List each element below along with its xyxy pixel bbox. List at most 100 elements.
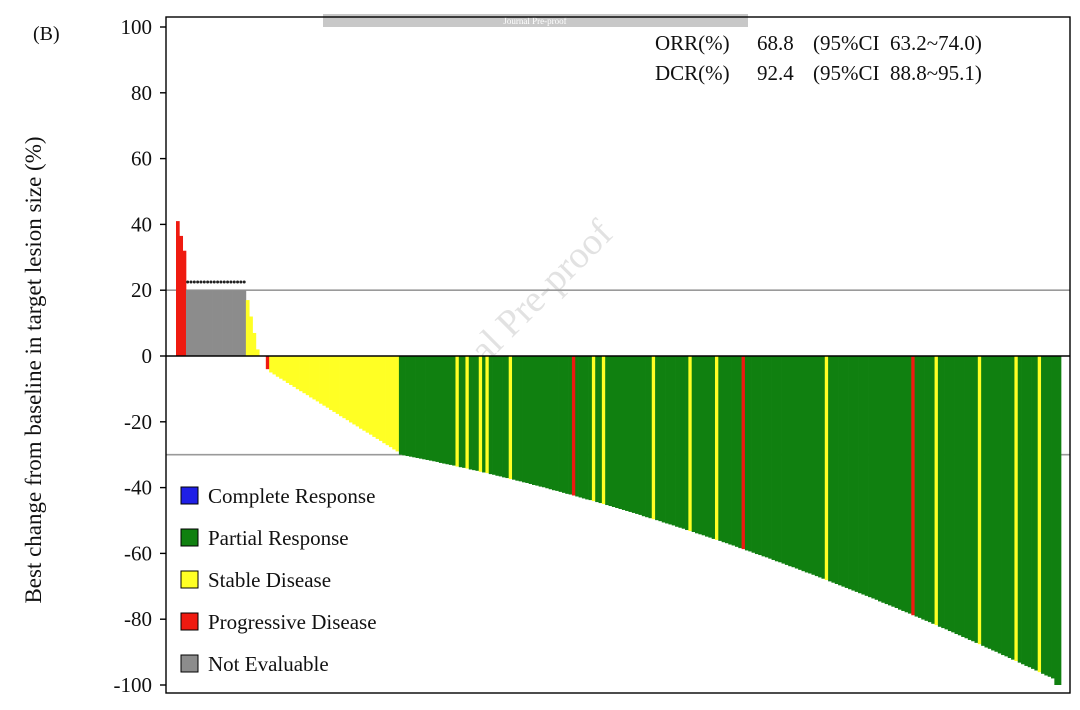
bar — [189, 290, 193, 356]
bar — [665, 356, 669, 524]
bar — [329, 356, 333, 410]
bar — [714, 356, 719, 540]
bar — [994, 356, 999, 652]
bar — [711, 356, 716, 539]
bar — [778, 356, 782, 563]
bar — [858, 356, 862, 594]
bar — [771, 356, 776, 560]
bar — [342, 356, 347, 419]
bar — [748, 356, 752, 552]
bar — [1021, 356, 1025, 665]
ne-marker — [229, 280, 233, 284]
bar — [947, 356, 952, 632]
bar — [1007, 356, 1012, 659]
bar — [492, 356, 496, 475]
y-tick-label: -60 — [124, 541, 152, 565]
bar — [1041, 356, 1045, 674]
ne-marker — [239, 280, 243, 284]
dcr-ci: (95%CI 88.8~95.1) — [813, 61, 982, 85]
bar — [678, 356, 683, 528]
bar — [571, 356, 576, 496]
bar — [901, 356, 905, 611]
bar — [1001, 356, 1005, 656]
bar — [981, 356, 985, 646]
bar — [971, 356, 975, 642]
bar — [561, 356, 566, 493]
bar — [315, 356, 320, 402]
bar — [535, 356, 539, 486]
bar — [541, 356, 546, 488]
bar — [834, 356, 839, 584]
bar — [1031, 356, 1035, 669]
bar — [358, 356, 363, 429]
bar — [322, 356, 327, 406]
bar — [874, 356, 879, 600]
bar — [814, 356, 819, 577]
bar — [598, 356, 603, 504]
legend-swatch-not-evaluable — [180, 654, 199, 673]
bar — [881, 356, 886, 603]
bar — [285, 356, 290, 383]
bar — [738, 356, 742, 549]
bar — [1054, 356, 1059, 685]
bar — [961, 356, 965, 637]
bar — [179, 235, 184, 356]
bar — [924, 356, 929, 621]
legend-label-partial-response: Partial Response — [208, 526, 349, 550]
y-axis-label: Best change from baseline in target lesi… — [21, 136, 46, 603]
bar — [658, 356, 663, 522]
bar — [309, 356, 313, 398]
bar — [442, 356, 446, 464]
bar — [269, 356, 273, 373]
bar — [192, 290, 197, 356]
bar — [635, 356, 639, 514]
bar — [608, 356, 613, 507]
bar — [1037, 356, 1042, 673]
legend-swatch-progressive-disease — [180, 612, 199, 631]
ne-marker — [209, 280, 213, 284]
bar — [705, 356, 709, 537]
bar — [362, 356, 366, 431]
bar — [798, 356, 802, 570]
bar — [339, 356, 343, 417]
bar — [195, 290, 200, 356]
ne-marker — [196, 280, 200, 284]
bar — [774, 356, 779, 562]
bar — [784, 356, 789, 565]
bar — [585, 356, 589, 500]
bar — [282, 356, 287, 381]
bar — [595, 356, 599, 503]
legend-label-not-evaluable: Not Evaluable — [208, 652, 329, 676]
legend-label-complete-response: Complete Response — [208, 484, 375, 508]
bar — [265, 356, 270, 370]
bar — [621, 356, 626, 510]
bar — [1057, 356, 1062, 685]
bar — [967, 356, 972, 640]
bar — [721, 356, 726, 543]
bar — [255, 349, 260, 356]
bar — [395, 356, 400, 452]
bar — [764, 356, 769, 558]
bar — [628, 356, 633, 512]
bar — [931, 356, 935, 624]
bar — [548, 356, 553, 490]
bar — [751, 356, 756, 553]
bar — [525, 356, 530, 483]
legend-swatch-complete-response — [180, 486, 199, 505]
bar — [668, 356, 673, 525]
bar — [475, 356, 480, 471]
bar — [651, 356, 656, 520]
bar — [887, 356, 892, 606]
bar — [225, 290, 230, 356]
bar — [907, 356, 912, 614]
bar — [215, 290, 220, 356]
bar — [551, 356, 556, 491]
bar — [788, 356, 792, 567]
bar — [801, 356, 806, 572]
bar — [472, 356, 476, 471]
bar — [332, 356, 337, 412]
bar — [691, 356, 696, 533]
bar — [951, 356, 955, 633]
bar — [1024, 356, 1029, 666]
